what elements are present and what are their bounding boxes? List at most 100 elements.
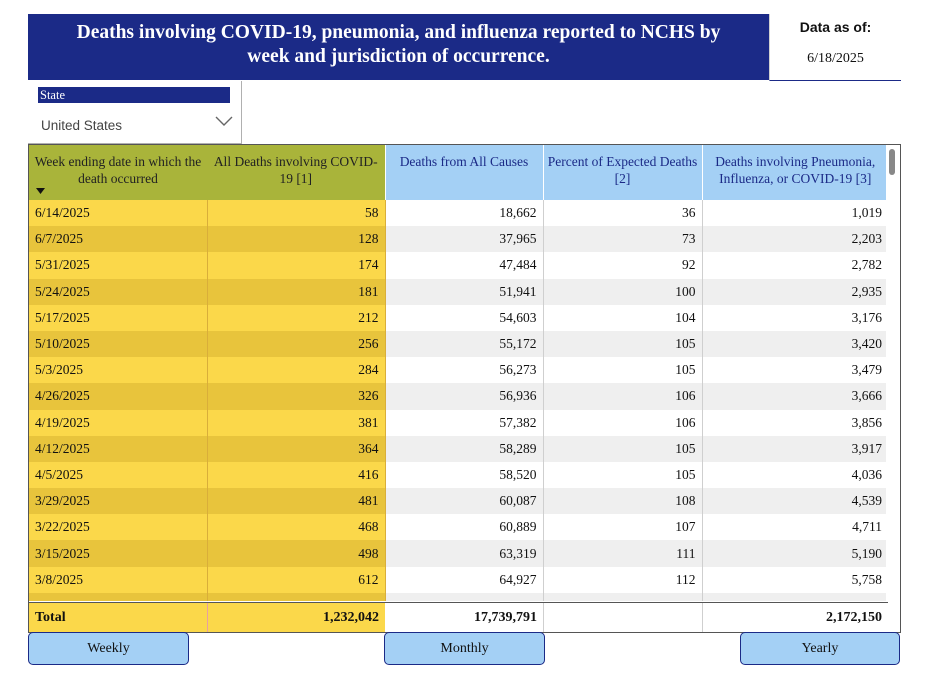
week-ending-cell: 4/26/2025 [29,383,208,410]
percent-expected-cell: 105 [542,357,702,384]
table-cell [29,592,208,601]
week-ending-cell: 3/29/2025 [29,488,208,515]
table-row-partial [29,592,888,601]
column-header-label: Deaths involving Pneumonia, Influenza, o… [715,154,876,186]
percent-expected-cell: 100 [542,278,702,305]
monthly-button[interactable]: Monthly [384,632,545,665]
all-causes-cell: 57,382 [384,409,543,436]
week-ending-cell: 5/17/2025 [29,304,208,331]
column-header-label: Deaths from All Causes [399,154,529,169]
week-ending-cell: 4/12/2025 [29,435,208,462]
covid-deaths-cell: 181 [207,278,386,305]
table-cell [384,592,543,601]
pic-deaths-cell: 5,190 [701,540,888,567]
all-causes-cell: 63,319 [384,540,543,567]
table-row[interactable]: 5/10/2025 256 55,172 105 3,420 [29,330,888,358]
week-ending-cell: 4/5/2025 [29,461,208,489]
covid-deaths-cell: 481 [207,488,386,515]
week-ending-cell: 6/7/2025 [29,226,208,253]
week-ending-cell: 5/31/2025 [29,252,208,279]
total-row: Total 1,232,042 17,739,791 2,172,150 [29,602,888,632]
all-causes-cell: 60,087 [384,488,543,515]
table-row[interactable]: 5/17/2025 212 54,603 104 3,176 [29,304,888,331]
table-row[interactable]: 4/26/2025 326 56,936 106 3,666 [29,383,888,410]
all-causes-cell: 58,520 [384,461,543,489]
table-cell [207,592,386,601]
week-ending-cell: 5/3/2025 [29,357,208,384]
covid-deaths-cell: 58 [207,200,386,227]
report-title: Deaths involving COVID-19, pneumonia, an… [28,14,769,80]
all-causes-cell: 37,965 [384,226,543,253]
pic-deaths-cell: 3,176 [701,304,888,331]
covid-deaths-cell: 612 [207,566,386,593]
vertical-scrollbar[interactable] [886,145,900,602]
all-causes-cell: 55,172 [384,330,543,358]
all-causes-cell: 56,936 [384,383,543,410]
table-row[interactable]: 5/3/2025 284 56,273 105 3,479 [29,357,888,384]
column-header-pic-deaths[interactable]: Deaths involving Pneumonia, Influenza, o… [701,145,888,200]
table-row[interactable]: 6/7/2025 128 37,965 73 2,203 [29,226,888,253]
table-row[interactable]: 4/5/2025 416 58,520 105 4,036 [29,461,888,489]
table-row[interactable]: 4/12/2025 364 58,289 105 3,917 [29,435,888,462]
total-covid-deaths: 1,232,042 [207,603,385,632]
week-ending-cell: 6/14/2025 [29,200,208,227]
covid-deaths-cell: 284 [207,357,386,384]
column-header-week-ending[interactable]: Week ending date in which the death occu… [29,145,207,200]
pic-deaths-cell: 4,539 [701,488,888,515]
pic-deaths-cell: 2,203 [701,226,888,253]
table-row[interactable]: 3/29/2025 481 60,087 108 4,539 [29,488,888,515]
weekly-button[interactable]: Weekly [28,632,189,665]
total-label: Total [29,603,207,632]
data-as-of-card: Data as of: 6/18/2025 [769,14,901,81]
column-header-label: All Deaths involving COVID-19 [1] [213,154,378,186]
percent-expected-cell: 105 [542,461,702,489]
percent-expected-cell: 104 [542,304,702,331]
pic-deaths-cell: 5,758 [701,566,888,593]
table-row[interactable]: 6/14/2025 58 18,662 36 1,019 [29,200,888,227]
all-causes-cell: 64,927 [384,566,543,593]
percent-expected-cell: 108 [542,488,702,515]
all-causes-cell: 58,289 [384,435,543,462]
table-row[interactable]: 4/19/2025 381 57,382 106 3,856 [29,409,888,436]
data-table: Week ending date in which the death occu… [28,144,901,633]
total-percent-expected [543,603,702,632]
table-row[interactable]: 3/8/2025 612 64,927 112 5,758 [29,566,888,593]
covid-deaths-cell: 498 [207,540,386,567]
yearly-button[interactable]: Yearly [740,632,900,665]
chevron-down-icon [215,116,233,126]
percent-expected-cell: 105 [542,435,702,462]
percent-expected-cell: 36 [542,200,702,227]
all-causes-cell: 18,662 [384,200,543,227]
table-row[interactable]: 5/31/2025 174 47,484 92 2,782 [29,252,888,279]
column-header-label: Week ending date in which the death occu… [34,154,202,186]
week-ending-cell: 5/10/2025 [29,330,208,358]
column-header-all-causes[interactable]: Deaths from All Causes [384,145,543,200]
percent-expected-cell: 106 [542,383,702,410]
state-dropdown[interactable]: United States [36,109,236,139]
percent-expected-cell: 92 [542,252,702,279]
covid-deaths-cell: 174 [207,252,386,279]
covid-deaths-cell: 364 [207,435,386,462]
covid-deaths-cell: 326 [207,383,386,410]
column-header-percent-expected[interactable]: Percent of Expected Deaths [2] [542,145,702,200]
scrollbar-thumb[interactable] [889,149,895,175]
table-row[interactable]: 3/15/2025 498 63,319 111 5,190 [29,540,888,567]
covid-deaths-cell: 468 [207,514,386,541]
table-row[interactable]: 3/22/2025 468 60,889 107 4,711 [29,514,888,541]
column-header-covid-deaths[interactable]: All Deaths involving COVID-19 [1] [207,145,385,200]
percent-expected-cell: 112 [542,566,702,593]
pic-deaths-cell: 3,856 [701,409,888,436]
column-header-label: Percent of Expected Deaths [2] [547,154,698,186]
sort-descending-icon [36,188,45,194]
total-pic-deaths: 2,172,150 [702,603,888,632]
total-all-causes: 17,739,791 [474,610,537,625]
pic-deaths-cell: 3,917 [701,435,888,462]
table-row[interactable]: 5/24/2025 181 51,941 100 2,935 [29,278,888,305]
percent-expected-cell: 73 [542,226,702,253]
title-line-1: Deaths involving COVID-19, pneumonia, an… [76,22,721,43]
all-causes-cell: 47,484 [384,252,543,279]
week-ending-cell: 5/24/2025 [29,278,208,305]
pic-deaths-cell: 4,711 [701,514,888,541]
title-line-2: week and jurisdiction of occurrence. [247,46,550,67]
covid-deaths-cell: 416 [207,461,386,489]
